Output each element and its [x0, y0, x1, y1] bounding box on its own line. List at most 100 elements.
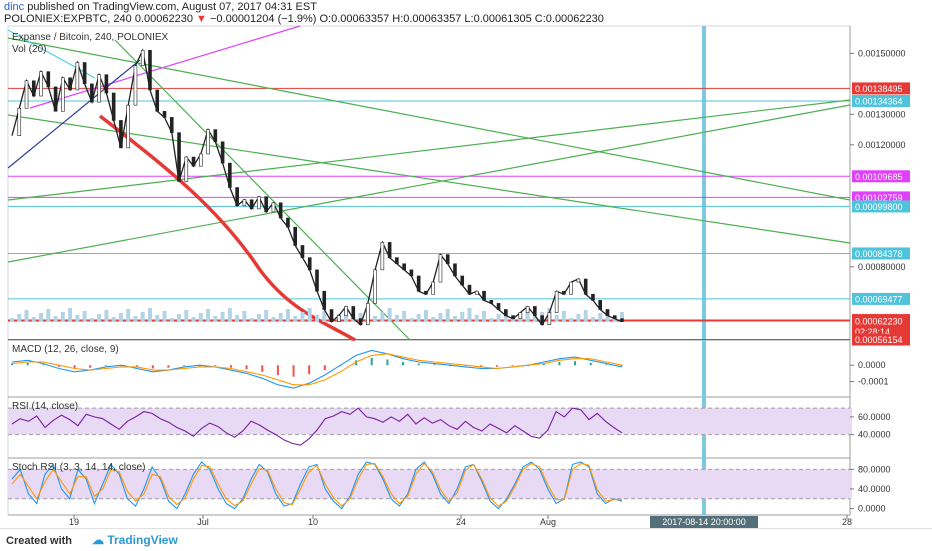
- candle: [366, 303, 370, 326]
- price-label-box: [852, 247, 910, 260]
- x-tick-label: Aug: [540, 517, 556, 527]
- chart-area[interactable]: 0.00138495 0.00134364 0.00109685 0.00102759…: [0, 0, 932, 530]
- volume-bar: [409, 318, 414, 322]
- candle: [583, 278, 588, 295]
- volume-title: Vol (20): [12, 44, 46, 55]
- volume-bar: [402, 311, 407, 322]
- candle: [511, 315, 515, 319]
- volume-bar: [511, 317, 516, 322]
- histogram-bar: [245, 365, 248, 370]
- curved-trend-line: [98, 114, 356, 342]
- volume-bar: [68, 308, 73, 322]
- indicator-line: [11, 353, 623, 386]
- histogram-bar: [433, 364, 436, 366]
- candle: [554, 290, 559, 313]
- price-label: 0.00056154: [855, 335, 903, 345]
- volume-bar: [322, 311, 327, 322]
- candle: [438, 254, 443, 283]
- volume-bar: [307, 308, 312, 322]
- candle: [177, 132, 181, 182]
- volume-bar: [525, 309, 530, 322]
- candle: [540, 315, 544, 326]
- candle: [547, 312, 552, 326]
- price-label: 0.00069477: [855, 294, 903, 304]
- x-tick-label: 10: [308, 517, 318, 527]
- candle: [293, 226, 298, 246]
- price-label-box: [852, 333, 910, 346]
- candle: [242, 199, 247, 207]
- histogram-bar: [151, 365, 154, 369]
- histogram-bar: [11, 363, 13, 366]
- volume-bar: [97, 314, 102, 322]
- histogram-bar: [73, 365, 76, 369]
- volume-bar: [532, 316, 537, 322]
- volume-bar: [460, 312, 465, 322]
- candle: [416, 275, 421, 292]
- price-label-box: [852, 95, 910, 108]
- volume-bar: [104, 310, 109, 322]
- trend-line: [29, 25, 301, 109]
- candle: [17, 107, 22, 136]
- volume-bar: [496, 314, 501, 322]
- candle: [133, 65, 138, 106]
- volume-bar: [242, 311, 247, 322]
- volume-bar: [438, 313, 443, 322]
- y-tick-label: 40.0000: [858, 430, 891, 440]
- price-label: 0.00102759: [855, 193, 903, 203]
- candle: [467, 284, 472, 295]
- histogram-bar: [370, 357, 373, 366]
- candle: [235, 187, 239, 207]
- indicator-line: [11, 462, 622, 507]
- y-tick-label: 80.0000: [858, 464, 891, 474]
- candle: [358, 318, 363, 326]
- symbol: POLONIEX:EXPBTC, 240: [4, 13, 132, 25]
- volume-bar: [133, 316, 138, 322]
- volume-bar: [387, 308, 392, 322]
- y-tick-label: 0.00080000: [858, 262, 906, 272]
- author-link[interactable]: dinc: [4, 1, 25, 13]
- histogram-bar: [323, 365, 326, 371]
- candle: [525, 306, 530, 313]
- pane-title: Stoch RSI (3, 3, 14, 14, close): [12, 462, 145, 473]
- main-pane-title: Expanse / Bitcoin, 240, POLONIEX: [12, 32, 169, 43]
- candle: [264, 196, 268, 213]
- trend-line: [7, 104, 851, 263]
- pane-title: MACD (12, 26, close, 9): [12, 344, 119, 355]
- y-tick-label: 0.00150000: [858, 48, 906, 58]
- volume-bar: [315, 315, 319, 322]
- volume-bar: [235, 315, 240, 322]
- histogram-bar: [589, 362, 592, 366]
- candle: [68, 77, 72, 91]
- candle: [24, 80, 29, 109]
- down-arrow-icon: ▼: [196, 13, 207, 25]
- cloud-icon: ☁: [92, 533, 104, 547]
- indicator-line: [11, 407, 623, 446]
- candle: [140, 49, 145, 66]
- candle: [228, 162, 232, 188]
- trend-line: [7, 99, 851, 201]
- histogram-bar: [57, 365, 60, 367]
- histogram-bar: [292, 365, 295, 377]
- volume-bar: [118, 313, 123, 322]
- created-with-text: Created with: [6, 535, 73, 547]
- indicator-line: [11, 461, 623, 510]
- volume-bar: [82, 311, 87, 322]
- histogram-bar: [480, 365, 483, 367]
- published-text: published on TradingView.com, August 07,…: [27, 1, 317, 13]
- tradingview-logo[interactable]: ☁ TradingView: [92, 533, 178, 547]
- price-label: 0.00109685: [855, 172, 903, 182]
- trend-line: [114, 39, 411, 341]
- histogram-bar: [511, 365, 514, 367]
- volume-bar: [53, 316, 58, 322]
- volume-bar: [278, 313, 283, 322]
- volume-bar: [147, 308, 152, 322]
- candle: [569, 281, 573, 295]
- candle: [61, 77, 65, 112]
- candle: [395, 257, 399, 265]
- volume-bar: [445, 309, 450, 322]
- price-label: 0.00138495: [855, 84, 903, 94]
- volume-bar: [598, 313, 603, 322]
- volume-bar: [423, 310, 428, 322]
- volume-bar: [300, 312, 305, 322]
- candle: [53, 86, 58, 112]
